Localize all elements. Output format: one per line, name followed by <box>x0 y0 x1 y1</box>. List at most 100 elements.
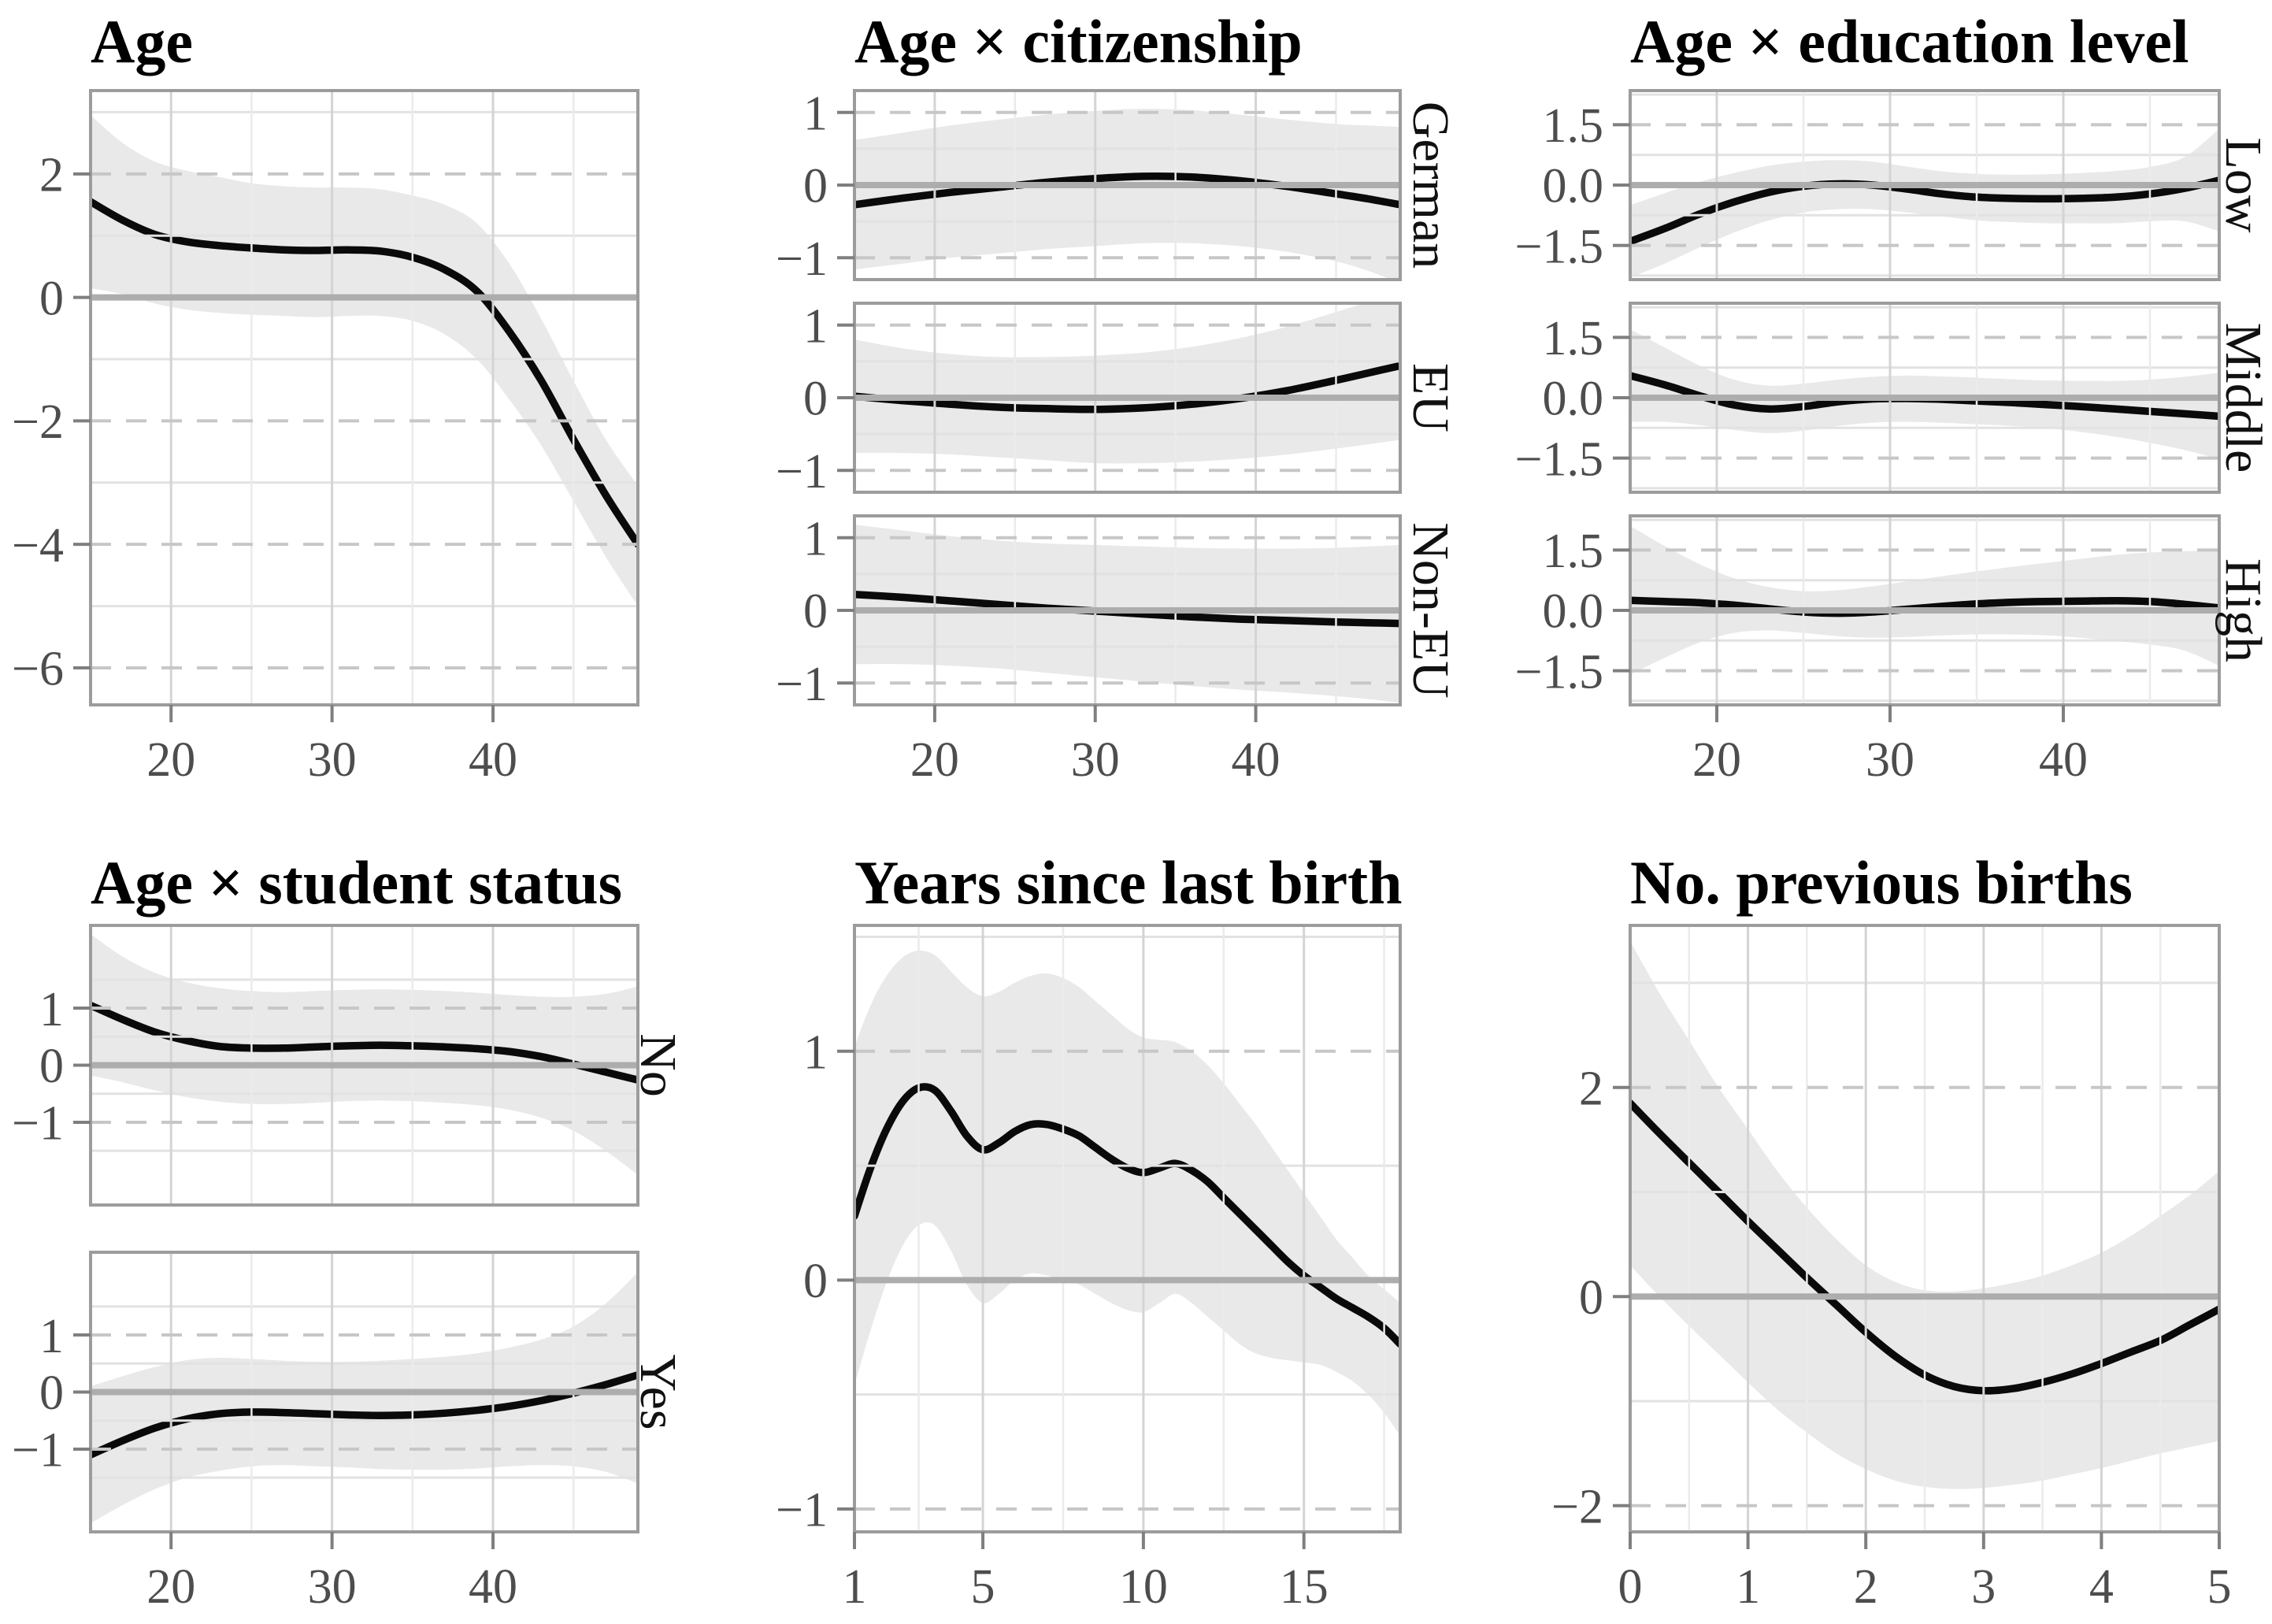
y-axis-tick-label: 1 <box>803 87 828 140</box>
facet-label: EU <box>1402 363 1459 432</box>
x-axis-tick-label: 2 <box>1854 1560 1878 1614</box>
y-axis-tick-label: 0 <box>39 272 64 325</box>
y-axis-tick-label: 1 <box>803 1026 828 1080</box>
chart-canvas: 2 0 −2 0 1 2 3 4 5 <box>1551 924 2232 1614</box>
facet-label: German <box>1402 102 1459 269</box>
facet-label: High <box>2215 558 2272 662</box>
confidence-band <box>1630 329 2219 459</box>
y-axis-tick-label: −1 <box>12 1097 64 1151</box>
y-axis-tick-label: 2 <box>1579 1062 1603 1115</box>
chart-canvas: 1.5 0.0 −1.5 Low 1.5 0.0 −1.5 Middle 1.5 0.0 −1.5 H… <box>1515 89 2272 787</box>
smooth-curve <box>91 1001 638 1085</box>
y-axis-tick-label: −1 <box>776 445 828 499</box>
panel-border <box>89 89 639 706</box>
y-axis-tick-label: −6 <box>12 643 64 696</box>
x-axis-tick-label: 5 <box>971 1560 995 1614</box>
confidence-band <box>854 950 1400 1436</box>
x-axis-tick-label: 30 <box>1071 733 1120 787</box>
y-axis-tick-label: 0 <box>803 160 828 213</box>
smooth-curve <box>1630 176 2219 246</box>
y-axis-tick-label: 0 <box>39 1366 64 1420</box>
y-axis-tick-label: −4 <box>12 519 64 573</box>
panel-age-education: Age × education level 1.5 0.0 −1.5 Low 1.5 0.… <box>1481 8 2272 831</box>
x-axis-tick-label: 30 <box>308 733 357 787</box>
x-axis-tick-label: 1 <box>843 1560 867 1614</box>
y-axis-tick-label: 0 <box>803 373 828 426</box>
panel-border <box>853 924 1402 1533</box>
y-axis-tick-label: 1.5 <box>1543 312 1604 365</box>
chart-title-age: Age <box>91 7 193 76</box>
y-axis-tick-label: 1 <box>803 299 828 353</box>
chart-canvas: 10−11 5 10 15 <box>776 924 1402 1614</box>
confidence-band <box>854 303 1400 464</box>
smooth-curve <box>91 198 638 548</box>
x-axis-tick-label: 20 <box>146 1560 195 1614</box>
confidence-band <box>1630 940 2219 1489</box>
chart-title-age-citizenship: Age × citizenship <box>854 7 1303 76</box>
y-axis-tick-label: −1 <box>12 1424 64 1478</box>
x-axis-tick-label: 15 <box>1280 1560 1329 1614</box>
y-axis-tick-label: 0 <box>39 1040 64 1093</box>
confidence-band <box>1630 128 2219 278</box>
chart-title-age-student-status: Age × student status <box>91 848 622 917</box>
panel-age: Age 2 0 −2 −4 −6 20 30 40 <box>0 8 693 831</box>
panel-no-previous-births: No. previous births 2 0 −2 0 1 2 3 4 5 <box>1481 843 2272 1624</box>
y-axis-tick-label: 1 <box>39 983 64 1036</box>
x-axis-tick-label: 4 <box>2089 1560 2114 1614</box>
y-axis-tick-label: 1 <box>803 512 828 565</box>
confidence-band <box>91 933 638 1175</box>
panel-years-since-last-birth: Years since last birth 1 0 −1 1 5 10 15 <box>772 843 1473 1624</box>
y-axis-tick-label: −1 <box>776 658 828 711</box>
chart-canvas: 1 0 −1 German 1 0 −1 EU 1 0 −1 Non-EU 20 30 40 <box>776 87 1459 787</box>
y-axis-tick-label: 0.0 <box>1543 373 1604 426</box>
chart-title-years-since-last-birth: Years since last birth <box>854 848 1403 917</box>
x-axis-tick-label: 40 <box>469 733 517 787</box>
facet-label: Middle <box>2215 323 2272 473</box>
y-axis-tick-label: −2 <box>1551 1481 1603 1534</box>
y-axis-tick-label: −1.5 <box>1515 645 1603 699</box>
facet-label: No <box>629 1033 687 1097</box>
y-axis-tick-label: 0 <box>803 1255 828 1308</box>
x-axis-tick-label: 10 <box>1119 1560 1168 1614</box>
panel-age-student-status: Age × student status 1 0 −1 No 1 0 −1 Yes 20 30 40 <box>0 843 693 1624</box>
confidence-band <box>854 109 1400 280</box>
chart-canvas: 20−2−4−620 30 40 <box>12 89 639 787</box>
y-axis-tick-label: 1.5 <box>1543 99 1604 153</box>
confidence-band <box>91 115 638 606</box>
x-axis-tick-label: 30 <box>1866 733 1914 787</box>
panel-age-citizenship: Age × citizenship 1 0 −1 German 1 0 −1 EU 1 0 −1 No… <box>772 8 1473 831</box>
x-axis-tick-label: 40 <box>1232 733 1281 787</box>
y-axis-tick-label: 1 <box>39 1310 64 1363</box>
x-axis-tick-label: 20 <box>146 733 195 787</box>
x-axis-tick-label: 40 <box>469 1560 517 1614</box>
x-axis-tick-label: 1 <box>1736 1560 1760 1614</box>
y-axis-tick-label: 0.0 <box>1543 160 1604 213</box>
x-axis-tick-label: 30 <box>308 1560 357 1614</box>
y-axis-tick-label: 1.5 <box>1543 525 1604 578</box>
x-axis-tick-label: 5 <box>2207 1560 2232 1614</box>
y-axis-tick-label: −1 <box>776 232 828 286</box>
y-axis-tick-label: −1.5 <box>1515 220 1603 273</box>
y-axis-tick-label: 2 <box>39 149 64 202</box>
facet-label: Non-EU <box>1402 522 1459 699</box>
confidence-band <box>91 1272 638 1524</box>
y-axis-tick-label: −1.5 <box>1515 432 1603 486</box>
x-axis-tick-label: 20 <box>910 733 959 787</box>
chart-title-age-education: Age × education level <box>1630 7 2189 76</box>
panel-border <box>1629 924 2221 1533</box>
facet-label: Yes <box>629 1354 687 1429</box>
facet-label: Low <box>2215 138 2272 233</box>
y-axis-tick-label: −1 <box>776 1484 828 1537</box>
y-axis-tick-label: 0 <box>803 585 828 639</box>
x-axis-tick-label: 20 <box>1692 733 1741 787</box>
y-axis-tick-label: −2 <box>12 395 64 449</box>
y-axis-tick-label: 0.0 <box>1543 585 1604 639</box>
x-axis-tick-label: 40 <box>2039 733 2088 787</box>
confidence-band <box>1630 525 2219 675</box>
x-axis-tick-label: 3 <box>1971 1560 1996 1614</box>
x-axis-tick-label: 0 <box>1618 1560 1643 1614</box>
y-axis-tick-label: 0 <box>1579 1271 1603 1325</box>
chart-title-no-previous-births: No. previous births <box>1630 848 2133 917</box>
